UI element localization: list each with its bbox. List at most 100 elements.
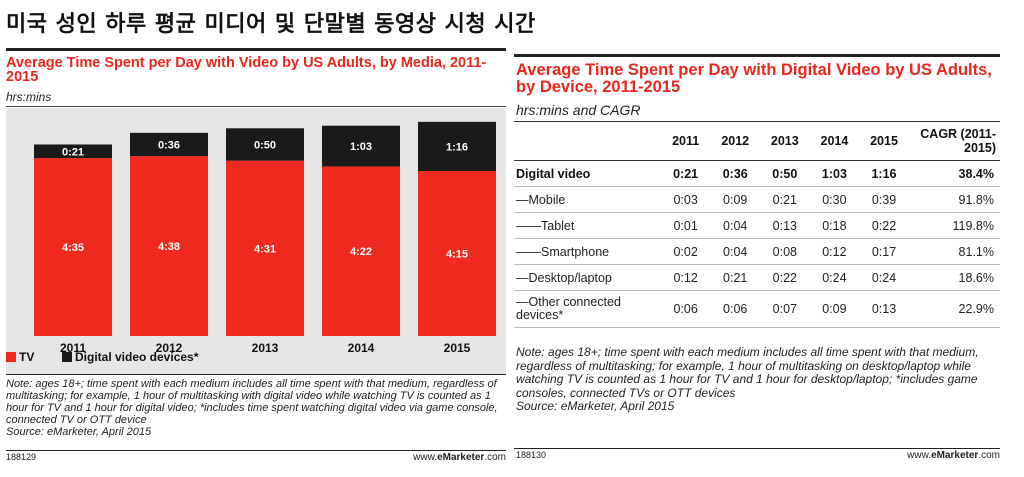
url-suffix: .com [484,452,506,463]
bar-tv-2014 [322,166,400,336]
top-rule [514,54,1000,57]
url-prefix: www. [907,450,932,461]
bar-tv-2012 [130,156,208,336]
right-chart-source: Source: eMarketer, April 2015 [516,399,675,413]
bottom-rule [6,374,506,375]
legend-label: TV [19,350,35,364]
units-rule [6,106,506,107]
table-cell: 0:21 [660,160,711,187]
table-header-cell: 2012 [710,121,761,161]
table-cell: 38.4% [908,160,1000,187]
top-rule [6,48,506,51]
row-label: —Other connected devices* [514,290,661,328]
table-header-row: 2011 2012 2013 2014 2015 CAGR (2011-2015) [514,121,1000,161]
table-row: Digital video 0:21 0:36 0:50 1:03 1:16 38.4% [514,160,1000,187]
url-prefix: www. [413,452,438,463]
table-cell: 0:30 [809,186,860,213]
row-label: Digital video [514,160,661,187]
data-label: 1:16 [446,141,468,153]
table-header-cell: 2015 [859,121,909,161]
left-chart-panel: Average Time Spent per Day with Video by… [6,48,506,464]
table-cell: 0:06 [710,290,761,328]
table-cell: 0:09 [809,290,860,328]
table-cell: 0:08 [760,238,810,265]
table-row: ——Tablet 0:01 0:04 0:13 0:18 0:22 119.8% [514,212,1000,239]
table-cell: 0:39 [859,186,909,213]
x-tick-label: 2013 [252,341,279,355]
row-label: —Desktop/laptop [514,264,661,291]
url-brand: eMarketer [931,450,979,461]
x-tick-label: 2012 [156,341,183,355]
table-cell: 0:21 [710,264,761,291]
data-label: 4:38 [158,241,180,253]
table-cell: 0:13 [859,290,909,328]
table-header-blank [514,121,661,161]
table-header-cell: 2013 [760,121,810,161]
bar-digital-2012 [130,132,208,157]
legend-item-tv: TV [6,350,34,364]
bar-tv-2015 [418,171,496,336]
left-chart-note-block: Note: ages 18+; time spent with each med… [6,378,506,438]
footer-rule [6,450,506,451]
footer-rule [514,448,1000,449]
page-title: 미국 성인 하루 평균 미디어 및 단말별 동영상 시청 시간 [6,12,536,37]
table-cell: 0:04 [710,212,761,239]
legend-swatch [6,352,16,362]
right-chart-id: 188130 [516,450,547,460]
table-cell: 81.1% [908,238,1000,265]
table-cell: 0:04 [710,238,761,265]
bar-digital-2014 [322,125,400,167]
right-chart-url[interactable]: www.eMarketer.com [907,450,1000,461]
bar-digital-2011 [34,144,112,159]
table-cell: 0:50 [760,160,810,187]
data-label: 1:03 [350,141,372,153]
bar-tv-2013 [226,160,304,336]
table-cell: 0:22 [859,212,909,239]
bar-chart: 4:35 0:21 2011 4:38 0:36 2012 4:31 0:50 2013 4:22… [34,121,496,355]
bar-digital-2015 [418,121,496,171]
table-row: ——Smartphone 0:02 0:04 0:08 0:12 0:17 81.1% [514,238,1000,265]
table-cell: 0:24 [809,264,860,291]
table-row: —Mobile 0:03 0:09 0:21 0:30 0:39 91.8% [514,186,1000,213]
x-tick-label: 2015 [444,341,471,355]
table-cell: 0:02 [660,238,711,265]
table-cell: 1:16 [859,160,909,187]
table-cell: 18.6% [908,264,1000,291]
table-cell: 0:03 [660,186,711,213]
right-chart-note-block: Note: ages 18+; time spent with each med… [516,345,1000,414]
table-cell: 0:09 [710,186,761,213]
table-row: —Other connected devices* 0:06 0:06 0:07 0:0… [514,290,1000,328]
data-label: 4:31 [254,243,276,255]
table-cell: 91.8% [908,186,1000,213]
left-chart-url[interactable]: www.eMarketer.com [413,452,506,463]
table-cell: 0:24 [859,264,909,291]
left-chart-source: Source: eMarketer, April 2015 [6,426,152,438]
data-label: 0:50 [254,139,276,151]
table-cell: 0:06 [660,290,711,328]
legend-item-digital: Digital video devices* [62,350,198,364]
left-chart-note: Note: ages 18+; time spent with each med… [6,378,498,426]
table-cell: 0:36 [710,160,761,187]
right-chart-units: hrs:mins and CAGR [516,102,641,118]
x-tick-label: 2014 [348,341,375,355]
table-header-cell: 2011 [660,121,711,161]
table-cell: 0:12 [660,264,711,291]
table-header-cell: CAGR (2011-2015) [908,121,1000,161]
row-label: ——Tablet [514,212,661,239]
right-chart-note: Note: ages 18+; time spent with each med… [516,345,979,400]
table-cell: 22.9% [908,290,1000,328]
table-cell: 119.8% [908,212,1000,239]
x-tick-label: 2011 [60,341,86,355]
legend-label: Digital video devices* [75,350,199,364]
bar-tv-2011 [34,158,112,336]
url-brand: eMarketer [437,452,485,463]
table-cell: 0:01 [660,212,711,239]
table-cell: 0:12 [809,238,860,265]
left-chart-title: Average Time Spent per Day with Video by… [6,55,487,85]
data-label: 0:36 [158,139,180,151]
bar-digital-2013 [226,128,304,161]
right-chart-title: Average Time Spent per Day with Digital … [516,61,992,96]
data-label: 0:21 [62,146,84,158]
table-cell: 0:17 [859,238,909,265]
data-label: 4:22 [350,246,372,258]
